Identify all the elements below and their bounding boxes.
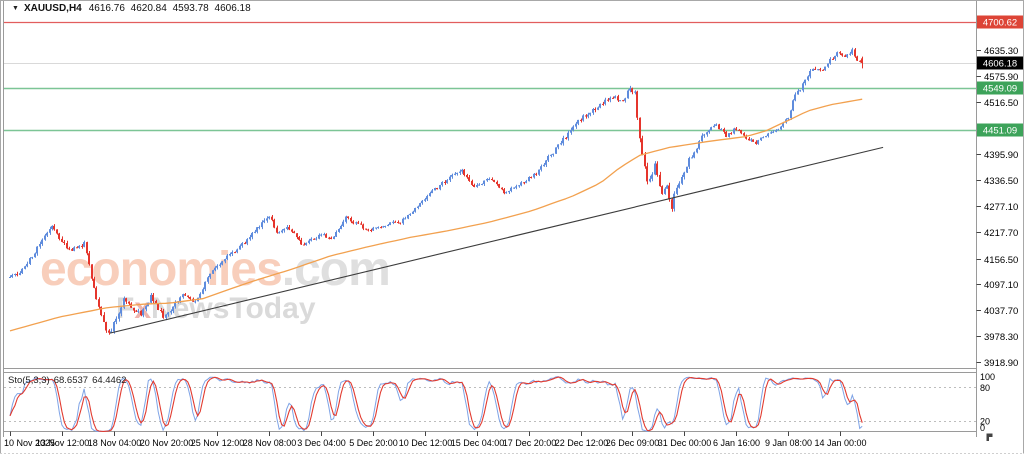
price-tick-label: 4635.30 [984,46,1018,57]
price-tick-label: 3918.90 [984,358,1018,369]
time-tick-label: 15 Dec 04:00 [451,438,505,448]
indicator-scale-label: 0 [980,423,985,433]
indicator-label: Sto(5,3,3) 68.6537 64.4462 [8,375,130,386]
price-badge [977,56,1023,70]
watermark-tagline-x: x [134,292,152,325]
price-tick-label: 4516.50 [984,98,1018,109]
price-axis[interactable]: 4635.30 4575.90 4516.50 4395.90 4336.50 4277.… [976,15,1024,370]
time-tick-label: 28 Nov 08:00 [243,438,297,448]
trendline[interactable] [109,146,884,334]
time-tick-label: 10 Nov 2025 [4,438,55,448]
indicator-value-signal: 64.4462 [92,375,127,386]
time-tick-label: 25 Nov 12:00 [191,438,245,448]
watermark-tagline: FxNewsToday [116,294,316,324]
price-tick-label: 4097.10 [984,280,1018,291]
time-tick-label: 5 Dec 20:00 [349,438,398,448]
indicator-value-main: 68.6537 [53,375,89,386]
price-tick-label: 3978.30 [984,332,1018,343]
time-tick-label: 10 Dec 12:00 [399,438,453,448]
candlesticks [9,47,863,335]
price-badge [977,15,1023,29]
stochastic-signal-line[interactable] [9,376,863,432]
indicator-scale-label: 20 [980,417,990,427]
price-badge-label: 4700.62 [983,18,1017,29]
price-badge-label: 4451.09 [983,126,1017,137]
time-tick-label: 14 Jan 00:00 [814,438,866,448]
indicator-scale-label: 100 [980,372,995,382]
price-tick-label: 4395.90 [984,150,1018,161]
time-tick-label: 9 Jan 08:00 [765,438,812,448]
price-tick-label: 4037.70 [984,306,1018,317]
price-badge [977,81,1023,95]
time-tick-label: 6 Jan 16:00 [713,438,760,448]
price-badge-label: 4606.18 [983,59,1017,70]
symbol-dropdown-icon[interactable]: ▼ [12,5,19,12]
price-tick-label: 4277.10 [984,202,1018,213]
time-tick-label: 18 Nov 04:00 [88,438,142,448]
ohlc-values: 4616.76 4620.84 4593.78 4606.18 [88,3,251,14]
indicator-scale-label: 80 [980,383,990,393]
horizontal-levels [4,21,976,132]
chart-title: ▼ XAUUSD,H4 4616.76 4620.84 4593.78 4606.1… [12,3,251,14]
price-badge [977,123,1023,137]
time-tick-label: 20 Nov 20:00 [140,438,194,448]
price-badge-label: 4549.09 [983,84,1017,95]
indicator-title: Sto(5,3,3) [8,375,50,386]
down-wicks [17,48,863,335]
watermark-brand-text: economies [40,243,283,296]
time-tick-label: 26 Dec 09:00 [606,438,660,448]
time-tick-label: 3 Dec 04:00 [297,438,346,448]
price-tick-label: 4336.50 [984,176,1018,187]
axis-marker [986,433,993,441]
indicator-panel-border [3,372,977,432]
time-tick-label: 17 Dec 20:00 [503,438,557,448]
price-tick-label: 4217.70 [984,228,1018,239]
stochastic-main-line[interactable] [9,376,863,433]
symbol-label: XAUUSD,H4 [23,3,82,14]
time-tick-label: 13 Nov 12:00 [36,438,90,448]
ma-line[interactable] [9,98,863,332]
time-tick-label: 22 Dec 12:00 [555,438,609,448]
time-tick-label: 31 Dec 00:00 [658,438,712,448]
watermark-tagline-f: F [116,292,135,325]
watermark-tagline-rest: NewsToday [151,292,316,325]
price-tick-label: 4575.90 [984,72,1018,83]
price-tick-label: 4156.50 [984,255,1018,266]
